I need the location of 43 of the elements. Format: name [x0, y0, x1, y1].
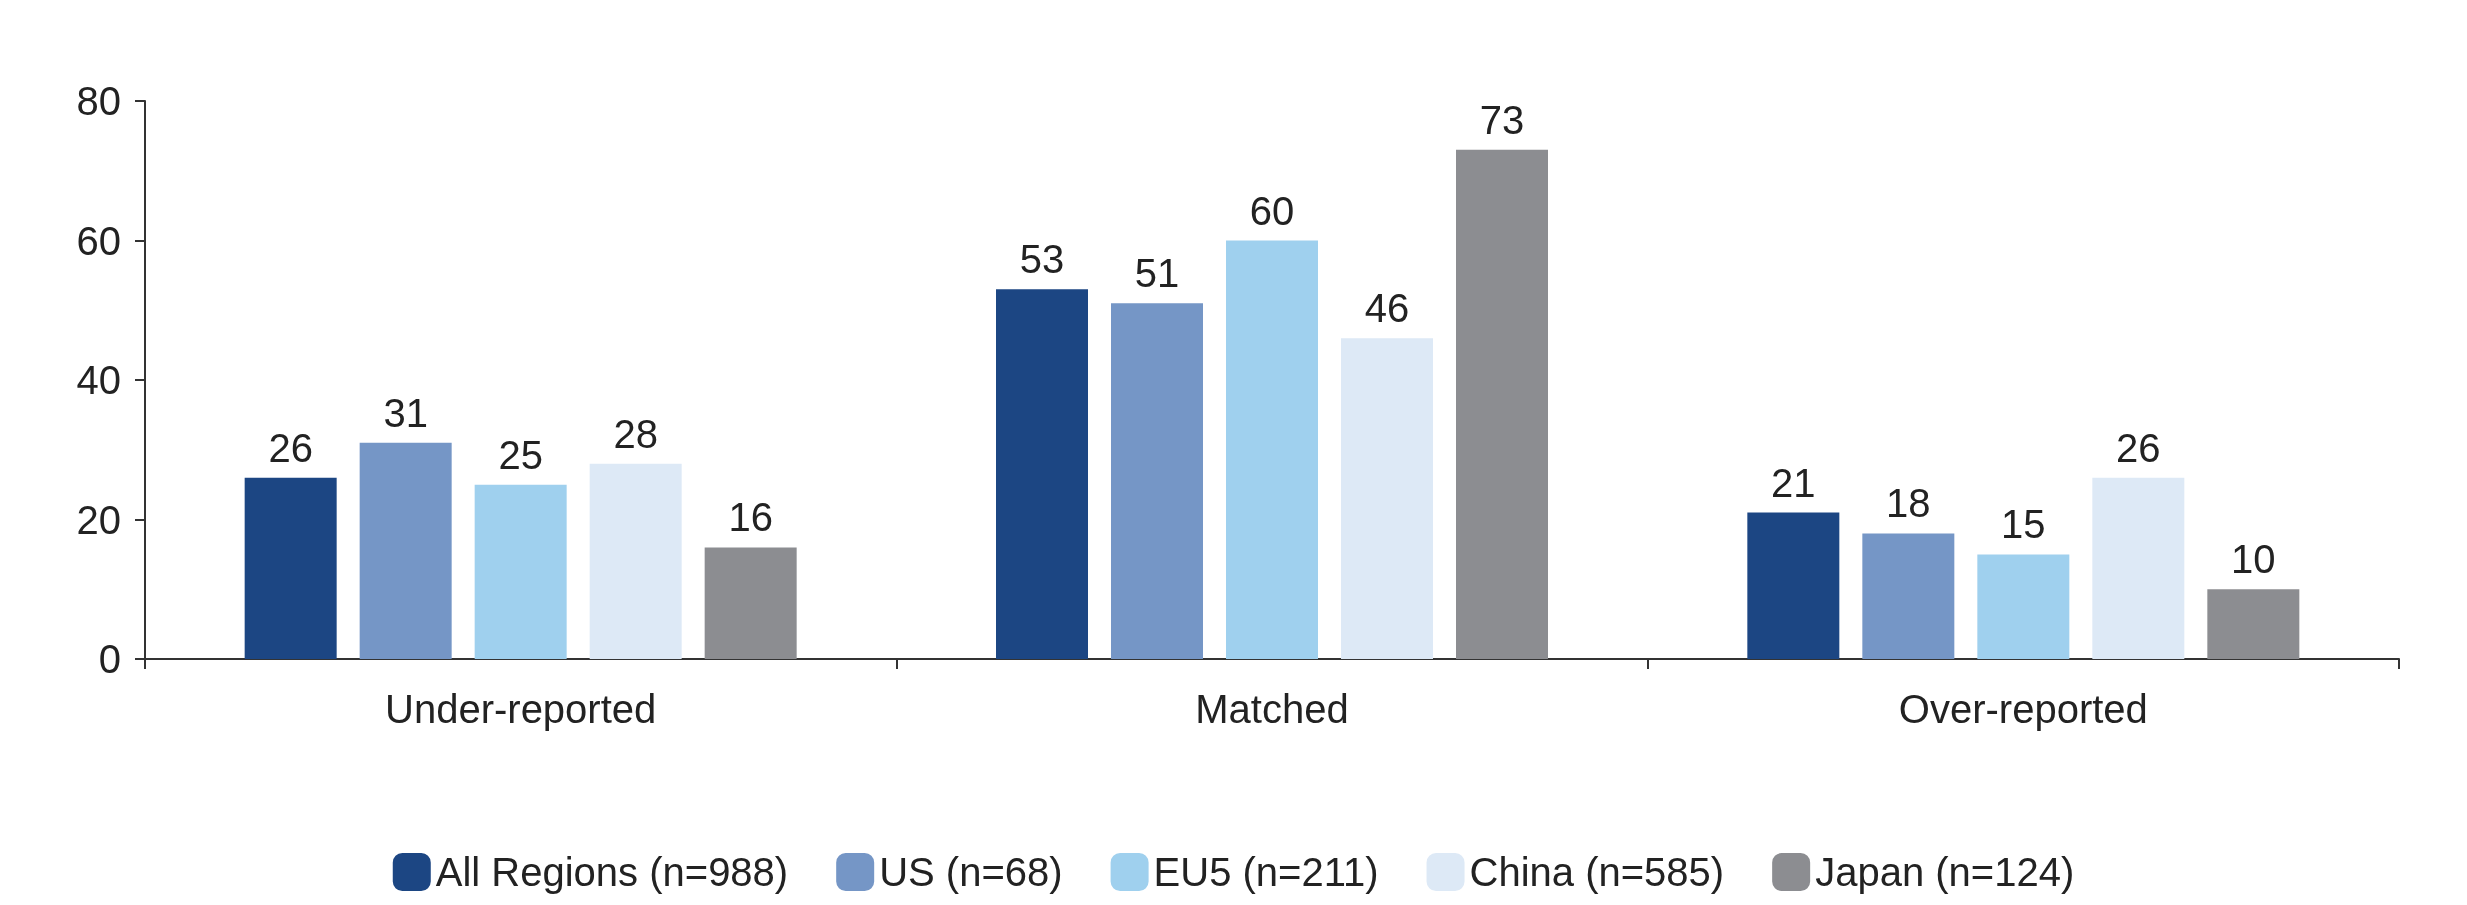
bar — [2092, 477, 2185, 659]
data-label: 15 — [2001, 502, 2046, 547]
data-label: 51 — [1134, 251, 1180, 296]
data-label: 10 — [2231, 537, 2276, 582]
bar — [244, 477, 337, 659]
data-label: 26 — [2116, 425, 2161, 470]
data-label: 26 — [268, 425, 313, 470]
data-label: 21 — [1771, 460, 1816, 505]
legend-label: EU5 (n=211) — [1153, 850, 1379, 894]
bar — [474, 484, 567, 659]
data-label: 16 — [728, 495, 773, 540]
x-tick-label: Under-reported — [385, 687, 657, 731]
bar — [589, 463, 682, 659]
data-label: 73 — [1479, 97, 1525, 142]
y-tick-label: 60 — [76, 218, 121, 263]
y-tick-label: 80 — [76, 79, 121, 123]
legend-label: US (n=68) — [879, 850, 1063, 894]
data-label: 25 — [498, 432, 543, 477]
bar — [1862, 533, 1955, 659]
data-label: 28 — [613, 411, 658, 456]
legend-label: China (n=585) — [1469, 850, 1725, 894]
bar — [1111, 303, 1203, 659]
x-tick-label: Over-reported — [1898, 687, 2148, 731]
y-tick-label: 40 — [76, 358, 121, 402]
bar — [996, 289, 1088, 659]
x-tick-label: Matched — [1195, 687, 1349, 731]
data-label: 31 — [383, 390, 428, 435]
bar — [359, 442, 452, 659]
bar — [2207, 589, 2300, 659]
data-label: 46 — [1364, 286, 1410, 331]
bar — [1456, 149, 1548, 659]
bar — [1747, 512, 1840, 659]
y-tick-label: 20 — [76, 497, 121, 542]
data-label: 18 — [1886, 481, 1931, 526]
data-label: 60 — [1249, 188, 1295, 233]
bar — [1226, 240, 1318, 659]
bar — [1977, 554, 2070, 659]
y-tick-label: 0 — [98, 637, 121, 681]
data-label: 53 — [1019, 237, 1065, 282]
legend-label: All Regions (n=988) — [435, 850, 789, 894]
bar — [704, 547, 797, 659]
bar — [1341, 338, 1433, 659]
legend-label: Japan (n=124) — [1815, 850, 2075, 894]
